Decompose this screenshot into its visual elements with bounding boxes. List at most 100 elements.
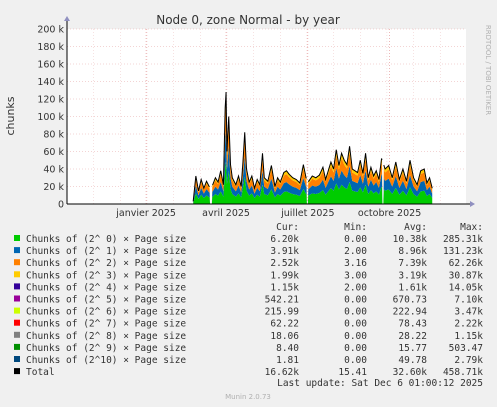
legend-swatch [14, 356, 20, 362]
legend-series-name: Chunks of (2^ 5) × Page size [26, 295, 186, 306]
legend-series-name: Chunks of (2^ 6) × Page size [26, 307, 186, 318]
y-tick-label: 180 k [37, 42, 64, 53]
rrdtool-side-label: RRDTOOL / TOBI OETIKER [484, 25, 492, 115]
legend-value-max: 7.10k [454, 295, 483, 306]
legend-value-min: 0.00 [344, 295, 367, 306]
legend-value-min: 0.00 [344, 319, 367, 330]
series-area-2 [193, 103, 433, 204]
legend-header-cur: Cur: [276, 222, 299, 233]
total-line [212, 91, 307, 191]
legend-value-cur: 16.62k [265, 367, 300, 378]
legend-value-max: 30.87k [449, 270, 484, 281]
legend-value-cur: 8.40 [276, 343, 299, 354]
legend-swatch [14, 295, 20, 302]
legend-value-max: 285.31k [443, 234, 483, 245]
legend-swatch [14, 343, 20, 350]
legend-series-name: Chunks of (2^10) × Page size [26, 355, 186, 366]
legend-value-min: 0.00 [344, 331, 367, 342]
y-tick-label: 0 [58, 200, 64, 211]
legend-value-min: 3.00 [344, 270, 367, 281]
y-tick-label: 140 k [37, 77, 64, 88]
legend-value-max: 1.15k [454, 331, 483, 342]
legend-value-avg: 49.78 [398, 355, 427, 366]
y-axis-label: chunks [4, 96, 17, 135]
y-axis-arrow [64, 16, 70, 21]
legend-header-min: Min: [344, 222, 367, 233]
x-tick-label: octobre 2025 [358, 208, 421, 219]
legend-series-name: Chunks of (2^ 9) × Page size [26, 343, 186, 354]
legend-series-name: Total [26, 367, 55, 378]
legend-series-name: Chunks of (2^ 7) × Page size [26, 319, 186, 330]
legend-value-max: 458.71k [443, 367, 483, 378]
legend-value-avg: 15.77 [398, 343, 427, 354]
legend-value-min: 2.00 [344, 246, 367, 257]
legend-series-name: Chunks of (2^ 1) × Page size [26, 246, 186, 257]
legend-swatch [14, 235, 20, 241]
legend-value-cur: 2.52k [270, 258, 299, 269]
legend-swatch [14, 331, 20, 338]
legend-value-max: 62.26k [449, 258, 484, 269]
x-axis-arrow [470, 201, 475, 207]
legend-header-avg: Avg: [404, 222, 427, 233]
y-tick-label: 100 k [37, 112, 64, 123]
legend-value-avg: 670.73 [393, 295, 427, 306]
legend-swatch [14, 283, 20, 290]
legend-swatch [14, 271, 20, 278]
legend-series-name: Chunks of (2^ 0) × Page size [26, 234, 186, 245]
y-tick-label: 200 k [37, 25, 64, 36]
legend-value-cur: 6.20k [270, 234, 299, 245]
legend-value-max: 2.22k [454, 319, 483, 330]
legend-value-cur: 1.99k [270, 270, 299, 281]
legend-series-name: Chunks of (2^ 2) × Page size [26, 258, 186, 269]
legend-value-cur: 1.81 [276, 355, 299, 366]
legend-swatch [14, 307, 20, 314]
legend-value-max: 131.23k [443, 246, 483, 257]
y-tick-label: 120 k [37, 95, 64, 106]
legend-value-max: 3.47k [454, 307, 483, 318]
legend-value-avg: 1.61k [398, 282, 427, 293]
y-tick-label: 20 k [43, 182, 64, 193]
total-line [192, 175, 210, 202]
legend-value-avg: 8.96k [398, 246, 427, 257]
legend-value-cur: 62.22 [270, 319, 299, 330]
legend-value-avg: 10.38k [393, 234, 428, 245]
legend-value-min: 0.00 [344, 234, 367, 245]
legend-value-min: 0.00 [344, 343, 367, 354]
legend-value-cur: 3.91k [270, 246, 299, 257]
total-line [307, 146, 383, 183]
legend-swatch [14, 368, 20, 375]
legend-swatch [14, 319, 20, 326]
munin-footer: Munin 2.0.73 [225, 393, 271, 401]
legend-value-min: 3.16 [344, 258, 367, 269]
x-tick-label: janvier 2025 [115, 208, 176, 219]
y-tick-label: 80 k [43, 130, 64, 141]
x-tick-label: juillet 2025 [280, 208, 334, 219]
legend-value-cur: 215.99 [265, 307, 300, 318]
legend-value-avg: 78.43 [398, 319, 427, 330]
legend-value-min: 0.00 [344, 307, 367, 318]
chart-title: Node 0, zone Normal - by year [156, 13, 340, 27]
legend-value-cur: 1.15k [270, 282, 299, 293]
legend-value-avg: 3.19k [398, 270, 427, 281]
legend-value-min: 2.00 [344, 282, 367, 293]
legend-value-max: 2.79k [454, 355, 483, 366]
legend-swatch [14, 247, 20, 254]
legend-value-avg: 7.39k [398, 258, 427, 269]
legend-series-name: Chunks of (2^ 4) × Page size [26, 282, 186, 293]
legend-value-avg: 32.60k [393, 367, 428, 378]
legend-value-min: 15.41 [338, 367, 367, 378]
y-tick-label: 60 k [43, 147, 64, 158]
x-tick-label: avril 2025 [202, 208, 250, 219]
total-line [383, 160, 433, 189]
legend-value-avg: 28.22 [398, 331, 427, 342]
legend-series-name: Chunks of (2^ 8) × Page size [26, 331, 186, 342]
legend-value-cur: 18.06 [270, 331, 299, 342]
legend-value-max: 14.05k [449, 282, 484, 293]
legend-value-avg: 222.94 [393, 307, 428, 318]
legend-header-max: Max: [460, 222, 483, 233]
last-update: Last update: Sat Dec 6 01:00:12 2025 [277, 378, 483, 389]
legend-value-min: 0.00 [344, 355, 367, 366]
y-tick-label: 40 k [43, 165, 64, 176]
